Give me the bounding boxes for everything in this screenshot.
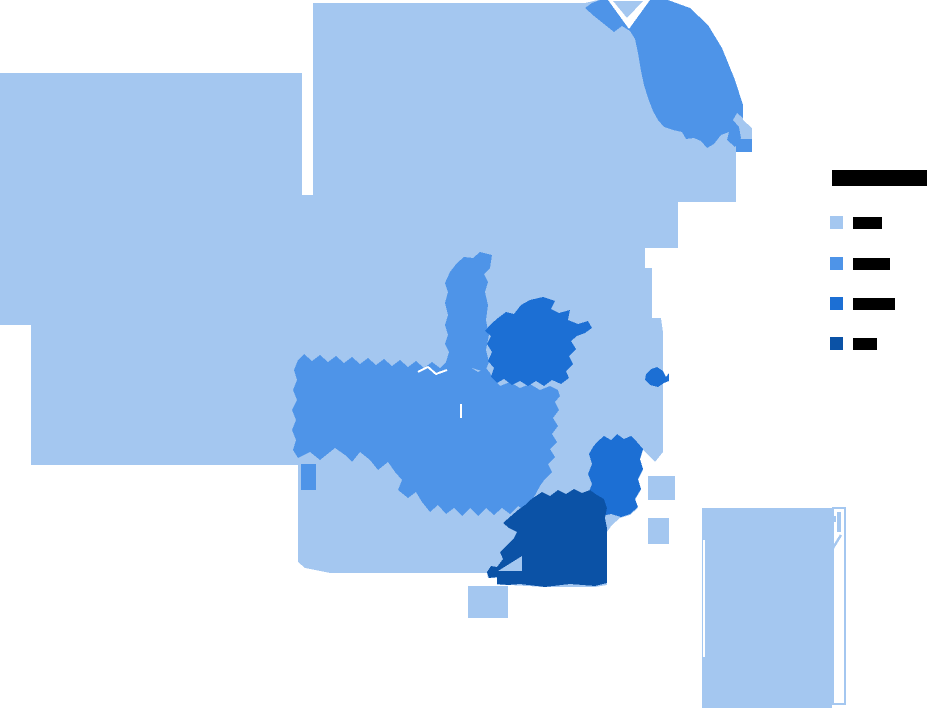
inset-south-sea-fill[interactable] [702, 508, 832, 708]
region-southeast-dark[interactable] [588, 434, 643, 517]
legend-label-block-level4 [853, 338, 877, 350]
legend-title-block [832, 170, 927, 186]
legend-swatch-level3[interactable] [830, 297, 843, 310]
inset-inner-line [703, 540, 705, 657]
inset-glyph-bar [837, 512, 841, 532]
legend-item-level3[interactable] [830, 297, 895, 310]
legend-label-block-level2 [853, 258, 890, 270]
border-scratch-line [417, 365, 448, 376]
inset-glyph-check [827, 534, 843, 551]
coast-notch-light-triangle [613, 1, 643, 18]
legend-label-block-level1 [853, 217, 882, 229]
legend-item-level2[interactable] [830, 257, 890, 270]
region-central-medium[interactable] [292, 354, 560, 516]
region-east-coast-dot-dark[interactable] [645, 367, 669, 387]
region-center-dark[interactable] [485, 297, 592, 386]
island-east-upper[interactable] [648, 476, 675, 500]
region-northeast-medium[interactable] [585, 0, 743, 148]
island-south[interactable] [468, 586, 508, 618]
inset-right-strip [832, 507, 846, 705]
region-south-light-notch [498, 556, 522, 571]
region-northeast-small-square[interactable] [736, 139, 752, 152]
legend-item-level4[interactable] [830, 337, 877, 350]
legend-swatch-level4[interactable] [830, 337, 843, 350]
island-east-lower[interactable] [648, 518, 669, 544]
legend-swatch-level2[interactable] [830, 257, 843, 270]
legend [830, 170, 927, 350]
inset-glyph-tick [832, 516, 836, 522]
region-west[interactable] [0, 73, 302, 465]
region-north-central-strip-medium[interactable] [445, 252, 492, 373]
border-scratch-tick [460, 404, 462, 418]
legend-item-level1[interactable] [830, 216, 882, 229]
legend-label-block-level3 [853, 298, 895, 310]
map-regions-group [0, 0, 846, 708]
legend-swatch-level1[interactable] [830, 216, 843, 229]
region-southwest-small-square-medium[interactable] [301, 464, 316, 490]
